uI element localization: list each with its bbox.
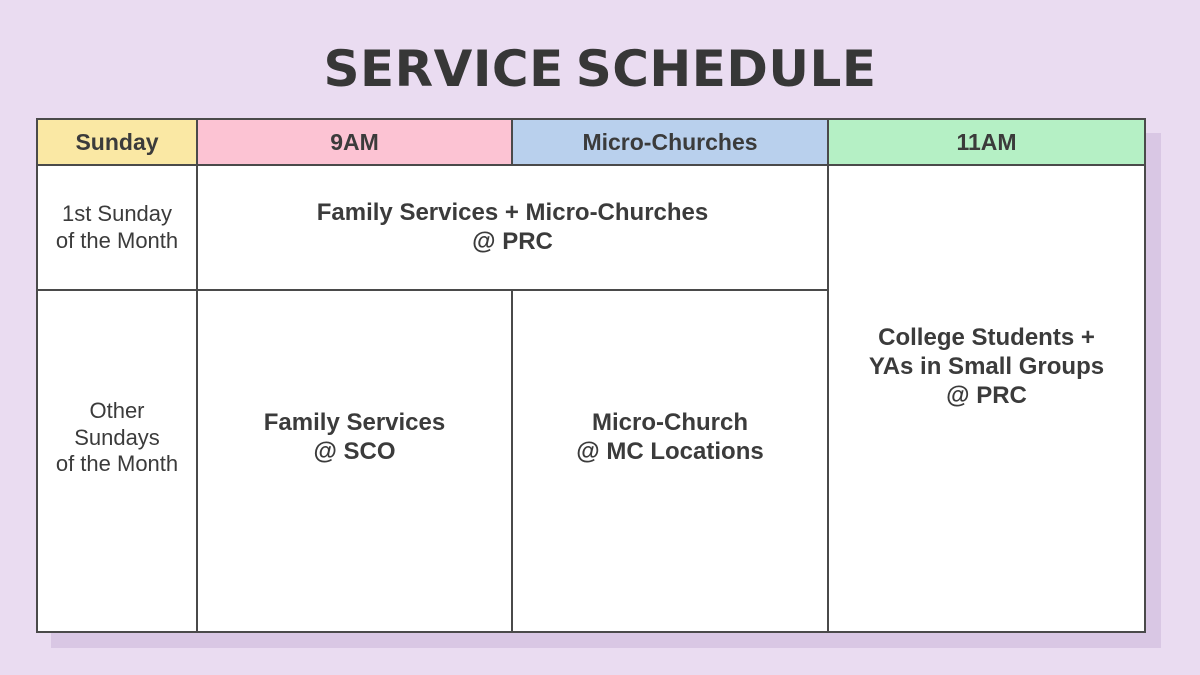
text-line: of the Month xyxy=(55,227,179,253)
header-label-9am: 9AM xyxy=(330,128,379,155)
text-line: 1st Sunday xyxy=(61,201,173,227)
header-cell-micro-churches: Micro-Churches xyxy=(513,120,829,166)
cell-micro-church-locations: Micro-Church @ MC Locations xyxy=(513,291,829,631)
text-line: YAs in Small Groups xyxy=(868,353,1105,381)
schedule-table: Sunday 9AM Micro-Churches 11AM 1st Sunda… xyxy=(36,118,1146,633)
page-title: SERVICE SCHEDULE xyxy=(323,40,877,98)
cell-first-sunday-label: 1st Sunday of the Month xyxy=(38,166,198,291)
text-line: of the Month xyxy=(55,451,179,477)
text-line: @ PRC xyxy=(472,227,553,255)
header-cell-9am: 9AM xyxy=(198,120,513,166)
cell-family-services-micro-churches: Family Services + Micro-Churches @ PRC xyxy=(198,166,829,291)
text-line: Family Services + Micro-Churches xyxy=(316,198,709,226)
text-line: Family Services xyxy=(263,409,446,437)
text-line: @ MC Locations xyxy=(576,438,764,465)
header-cell-sunday: Sunday xyxy=(38,120,198,166)
text-line: College Students + xyxy=(878,324,1095,352)
cell-family-services-sco: Family Services @ SCO xyxy=(198,291,513,631)
header-label-micro-churches: Micro-Churches xyxy=(582,128,758,155)
text-line: Sundays xyxy=(74,424,160,450)
cell-college-students: College Students + YAs in Small Groups @… xyxy=(829,166,1144,631)
text-line: Micro-Church xyxy=(592,409,748,437)
header-label-sunday: Sunday xyxy=(75,128,159,155)
text-line: @ PRC xyxy=(946,381,1027,409)
header-cell-11am: 11AM xyxy=(829,120,1144,166)
text-line: @ SCO xyxy=(313,438,396,465)
text-line: Other xyxy=(89,398,145,424)
cell-other-sundays-label: Other Sundays of the Month xyxy=(38,291,198,631)
header-label-11am: 11AM xyxy=(956,128,1017,155)
